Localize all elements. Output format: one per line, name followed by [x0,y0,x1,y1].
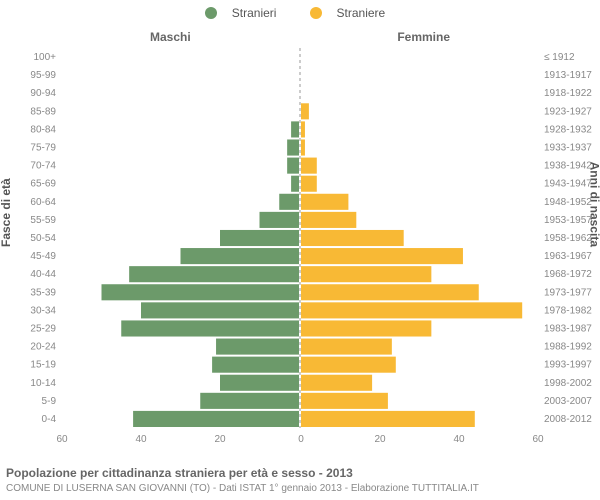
birth-label: 1928-1932 [544,124,592,135]
age-label: 10-14 [30,378,56,389]
bar-male [216,339,299,355]
age-label: 30-34 [30,305,56,316]
birth-label: 1918-1922 [544,88,592,99]
xaxis-tick: 40 [453,434,465,445]
footer-source: COMUNE DI LUSERNA SAN GIOVANNI (TO) - Da… [6,483,479,494]
age-label: 65-69 [30,179,56,190]
bar-female [301,393,388,409]
age-label: 5-9 [42,396,57,407]
legend: Stranieri Straniere [0,6,600,22]
bar-female [301,375,372,391]
age-label: 95-99 [30,70,56,81]
birth-label: 1933-1937 [544,143,592,154]
bar-female [301,302,522,318]
age-label: 80-84 [30,124,56,135]
age-label: 15-19 [30,360,56,371]
age-label: 55-59 [30,215,56,226]
bar-female [301,248,463,264]
birth-label: 2008-2012 [544,414,592,425]
bar-female [301,139,305,155]
age-label: 20-24 [30,342,56,353]
bar-female [301,230,404,246]
bar-female [301,266,431,282]
birth-label: 1973-1977 [544,287,592,298]
birth-label: 1948-1952 [544,197,592,208]
xaxis-tick: 60 [56,434,68,445]
birth-label: 1963-1967 [544,251,592,262]
bar-male [291,176,299,192]
bar-male [220,230,299,246]
age-label: 100+ [33,52,56,63]
bar-male [141,302,299,318]
bar-female [301,158,317,174]
bar-male [279,194,299,210]
bar-male [133,411,299,427]
bar-male [102,284,300,300]
bar-male [220,375,299,391]
birth-label: ≤ 1912 [544,52,575,63]
bar-male [121,320,299,336]
age-label: 25-29 [30,323,56,334]
age-label: 70-74 [30,161,56,172]
footer-title: Popolazione per cittadinanza straniera p… [6,466,353,480]
age-label: 50-54 [30,233,56,244]
birth-label: 1943-1947 [544,179,592,190]
bar-male [260,212,300,228]
birth-label: 1953-1957 [544,215,592,226]
bar-male [287,158,299,174]
bar-male [287,139,299,155]
age-label: 0-4 [42,414,57,425]
bar-female [301,103,309,119]
xaxis-tick: 20 [214,434,226,445]
bar-male [200,393,299,409]
age-label: 75-79 [30,143,56,154]
bar-female [301,121,305,137]
birth-label: 1998-2002 [544,378,592,389]
bar-male [212,357,299,373]
birth-label: 1968-1972 [544,269,592,280]
legend-male: Stranieri [232,6,277,20]
age-label: 35-39 [30,287,56,298]
birth-label: 2003-2007 [544,396,592,407]
legend-female: Straniere [337,6,386,20]
xaxis-tick: 20 [374,434,386,445]
birth-label: 1988-1992 [544,342,592,353]
bar-female [301,212,356,228]
age-label: 90-94 [30,88,56,99]
birth-label: 1983-1987 [544,323,592,334]
bar-male [129,266,299,282]
birth-label: 1978-1982 [544,305,592,316]
xaxis-tick: 0 [298,434,304,445]
bar-female [301,194,348,210]
age-label: 60-64 [30,197,56,208]
bar-female [301,320,431,336]
xaxis-tick: 60 [532,434,544,445]
age-label: 85-89 [30,106,56,117]
bar-female [301,284,479,300]
bar-male [181,248,300,264]
bar-female [301,339,392,355]
birth-label: 1958-1962 [544,233,592,244]
bar-female [301,176,317,192]
age-label: 45-49 [30,251,56,262]
birth-label: 1913-1917 [544,70,592,81]
birth-label: 1923-1927 [544,106,592,117]
xaxis-tick: 40 [135,434,147,445]
bar-female [301,357,396,373]
age-label: 40-44 [30,269,56,280]
pyramid-chart: 0 20 20 40 40 60 60 100+ ≤ 1912 95-99 1913-1917 90-… [0,30,600,470]
bar-female [301,411,475,427]
birth-label: 1938-1942 [544,161,592,172]
bar-male [291,121,299,137]
birth-label: 1993-1997 [544,360,592,371]
